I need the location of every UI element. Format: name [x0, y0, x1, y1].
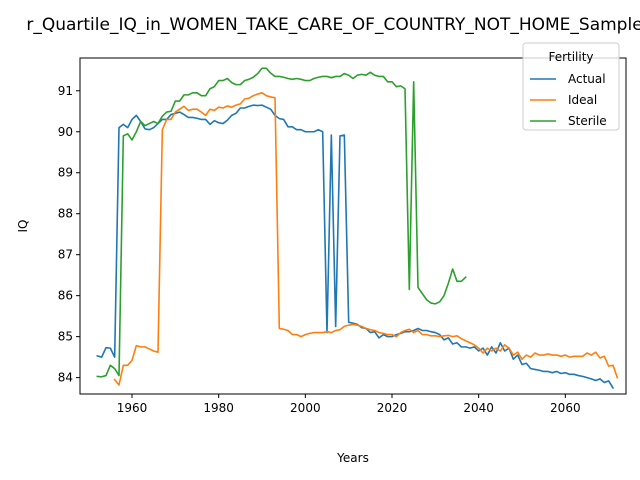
y-tick-label: 88: [58, 207, 73, 221]
y-tick-label: 89: [58, 166, 73, 180]
series-lines: [96, 67, 619, 389]
series-line-sterile: [96, 67, 467, 378]
x-tick-label: 2060: [550, 401, 581, 415]
y-axis-ticks: 84 85 86 87 88 89 90 91: [58, 84, 80, 385]
legend-items: Actual Ideal Sterile: [530, 72, 607, 128]
x-tick-label: 1960: [117, 401, 148, 415]
chart-title: r_Quartile_IQ_in_WOMEN_TAKE_CARE_OF_COUN…: [26, 15, 640, 35]
x-tick-label: 1980: [203, 401, 234, 415]
legend-label-actual: Actual: [568, 72, 606, 86]
y-tick-label: 84: [58, 371, 73, 385]
series-line-ideal: [113, 92, 619, 386]
x-axis-ticks: 1960 1980 2000 2020 2040 2060: [117, 394, 581, 415]
x-tick-label: 2040: [463, 401, 494, 415]
y-tick-label: 90: [58, 125, 73, 139]
x-tick-label: 2000: [290, 401, 321, 415]
y-tick-label: 91: [58, 84, 73, 98]
legend-label-ideal: Ideal: [568, 93, 597, 107]
series-line-actual: [96, 104, 615, 389]
plot-frame: [79, 57, 627, 395]
legend-box: [522, 42, 620, 131]
legend-label-sterile: Sterile: [568, 114, 607, 128]
y-tick-label: 85: [58, 330, 73, 344]
y-tick-label: 87: [58, 248, 73, 262]
y-axis-label: IQ: [16, 220, 30, 233]
y-tick-label: 86: [58, 289, 73, 303]
legend: Fertility Actual Ideal Sterile: [522, 42, 620, 131]
x-axis-label: Years: [336, 451, 369, 465]
x-tick-label: 2020: [377, 401, 408, 415]
legend-title: Fertility: [548, 50, 593, 64]
